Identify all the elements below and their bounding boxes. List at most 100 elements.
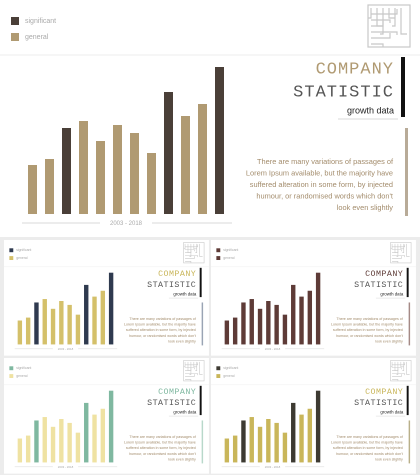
pattern-frame <box>183 360 205 382</box>
bar <box>241 420 246 463</box>
pattern-line <box>371 33 391 39</box>
pattern-line <box>199 361 203 375</box>
pattern-line <box>371 31 398 35</box>
body-text: There are many variations of passages of <box>129 317 196 321</box>
pattern-frame <box>390 242 412 264</box>
bar <box>25 435 31 463</box>
pattern-line <box>396 361 399 375</box>
pattern-line <box>392 367 402 370</box>
bar <box>59 419 64 463</box>
body-bar <box>405 128 408 216</box>
bar <box>42 299 47 345</box>
bar <box>42 417 47 463</box>
bar <box>291 402 296 463</box>
title-bar <box>406 267 409 298</box>
title-2: STATISTIC <box>293 83 394 102</box>
subtitle: growth data <box>173 409 196 414</box>
legend-swatch <box>9 366 14 371</box>
title-bar <box>406 385 409 416</box>
bar <box>266 301 271 345</box>
body-bar <box>408 302 411 346</box>
bar <box>299 296 304 345</box>
bar <box>147 153 156 214</box>
bar <box>62 128 71 214</box>
bar <box>45 159 54 214</box>
bar <box>307 290 313 345</box>
bar <box>17 320 23 345</box>
axis-label-bg <box>259 346 286 352</box>
pattern-line <box>183 361 186 368</box>
axis-label: 2003 - 2018 <box>265 465 281 469</box>
pattern-line <box>185 373 199 376</box>
pattern-line <box>185 256 195 259</box>
pattern-line <box>390 361 393 368</box>
pattern-line <box>185 250 192 253</box>
title-bar <box>401 57 405 117</box>
bar <box>291 284 296 345</box>
body-bar <box>201 420 204 464</box>
pattern-line <box>392 244 406 248</box>
bar <box>75 314 81 345</box>
pattern-line <box>185 374 195 377</box>
bar <box>108 390 114 463</box>
pattern-line <box>392 256 402 259</box>
bar <box>67 304 72 345</box>
pattern-line <box>390 243 393 250</box>
pattern-line <box>400 243 404 250</box>
pattern-line <box>392 368 399 371</box>
axis-label: 2003 - 2018 <box>58 465 74 469</box>
pattern-line <box>371 9 398 15</box>
body-text: humour, or randomised words which don't <box>129 452 196 456</box>
legend-label: significant <box>223 366 238 370</box>
pattern-line <box>406 361 410 375</box>
title-2: STATISTIC <box>354 399 403 408</box>
pattern-line <box>392 261 399 263</box>
pattern-line <box>193 361 197 368</box>
axis-label-bg <box>52 346 79 352</box>
body-text: suffered alteration in some form, by inj… <box>333 328 403 332</box>
pattern-line <box>371 19 391 23</box>
bar <box>130 133 139 214</box>
body-bar <box>201 302 204 346</box>
subtitle: growth data <box>380 409 403 414</box>
pattern-line <box>400 8 407 35</box>
body-text: look even slightly <box>375 457 403 461</box>
bar <box>315 272 321 345</box>
pattern-frame <box>367 4 411 48</box>
bar <box>92 296 97 345</box>
legend-swatch <box>9 374 14 379</box>
legend-swatch <box>216 248 221 253</box>
pattern-line <box>193 243 197 250</box>
pattern-line <box>380 8 384 35</box>
bar <box>282 432 288 463</box>
legend-label: general <box>25 34 49 41</box>
pattern-icon <box>390 242 412 264</box>
pattern-icon <box>183 360 205 382</box>
pattern-line <box>371 21 384 27</box>
pattern-frame <box>183 242 205 264</box>
slide: significant general COMPANY STATISTICgrowth… <box>211 240 416 356</box>
pattern-line <box>392 250 399 253</box>
title-bar <box>199 267 202 298</box>
bar <box>17 438 23 463</box>
legend-label: significant <box>223 248 238 252</box>
bar <box>84 284 89 345</box>
pattern-line <box>392 255 406 258</box>
bar <box>257 308 263 345</box>
body-text: look even slightly <box>375 339 403 343</box>
bar <box>100 290 106 345</box>
legend-swatch <box>9 256 14 261</box>
legend-label: general <box>16 256 28 260</box>
pattern-line <box>368 8 372 19</box>
bar <box>113 125 122 214</box>
body-text: There are many variations of passages of <box>129 435 196 439</box>
bar <box>257 426 263 463</box>
bar <box>215 67 224 214</box>
slide: significant general COMPANY STATISTICgrowth… <box>4 240 209 356</box>
bar <box>274 304 279 345</box>
pattern-icon <box>390 360 412 382</box>
pattern-icon <box>183 242 205 264</box>
title-1: COMPANY <box>365 270 403 279</box>
title-1: COMPANY <box>365 388 403 397</box>
